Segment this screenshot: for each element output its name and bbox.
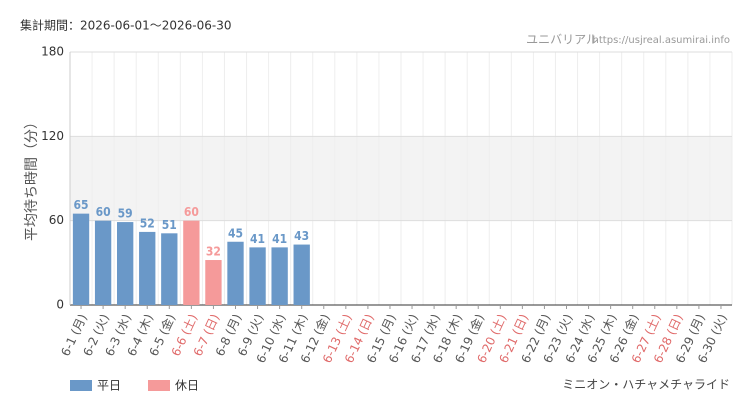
- bar: [161, 233, 178, 305]
- url: https://usjreal.asumirai.info: [593, 35, 730, 46]
- y-tick-label: 180: [41, 45, 64, 59]
- bar: [293, 244, 310, 305]
- bar: [72, 213, 90, 305]
- bar: [227, 241, 244, 305]
- bar: [271, 247, 288, 305]
- legend-label: 平日: [97, 379, 121, 393]
- footer: ミニオン・ハチャメチャライド: [562, 378, 730, 392]
- bar: [139, 231, 156, 305]
- value-label: 59: [118, 207, 133, 221]
- value-label: 41: [250, 232, 265, 246]
- value-label: 32: [206, 245, 221, 259]
- bar: [183, 220, 200, 305]
- value-label: 52: [140, 216, 155, 230]
- legend-swatch: [148, 380, 170, 391]
- value-label: 60: [96, 205, 111, 219]
- bar: [205, 260, 222, 305]
- bar: [94, 220, 112, 305]
- bar: [117, 222, 134, 305]
- y-tick-label: 60: [49, 213, 64, 227]
- bar: [249, 247, 266, 305]
- value-label: 60: [184, 205, 199, 219]
- value-label: 51: [162, 218, 177, 232]
- value-label: 65: [74, 198, 89, 212]
- legend-swatch: [70, 380, 92, 391]
- y-tick-label: 0: [56, 298, 64, 312]
- y-axis-label: 平均待ち時間（分）: [24, 115, 40, 241]
- value-label: 41: [272, 232, 287, 246]
- value-label: 43: [294, 229, 309, 243]
- y-tick-label: 120: [41, 129, 64, 143]
- source: ユニバリアル: [526, 33, 598, 47]
- legend-label: 休日: [175, 379, 199, 393]
- chart-title: 集計期間：2026-06-01～2026-06-30: [20, 18, 231, 33]
- value-label: 45: [228, 226, 243, 240]
